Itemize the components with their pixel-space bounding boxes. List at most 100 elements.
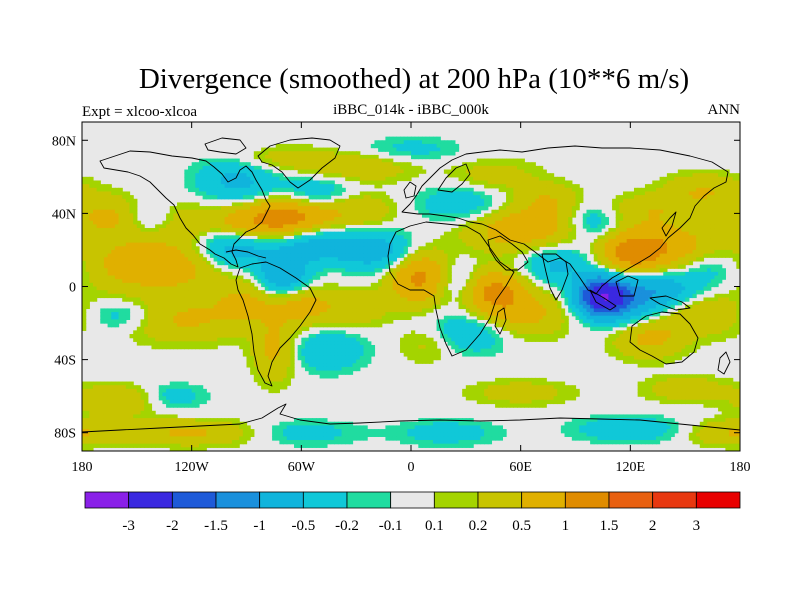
field-cell bbox=[169, 264, 174, 269]
field-cell bbox=[370, 202, 376, 207]
field-cell bbox=[330, 206, 335, 211]
field-cell bbox=[286, 249, 291, 255]
field-cell bbox=[228, 187, 233, 193]
field-cell bbox=[341, 162, 346, 167]
field-cell bbox=[264, 191, 270, 196]
field-cell bbox=[538, 206, 544, 211]
field-cell bbox=[136, 279, 142, 284]
field-cell bbox=[396, 235, 401, 240]
field-cell bbox=[703, 279, 708, 284]
field-cell bbox=[432, 253, 438, 258]
field-cell bbox=[209, 176, 215, 182]
field-cell bbox=[560, 224, 566, 229]
field-cell bbox=[641, 198, 646, 204]
field-cell bbox=[345, 253, 350, 258]
field-cell bbox=[480, 253, 485, 258]
field-cell bbox=[206, 220, 211, 225]
field-cell bbox=[374, 173, 379, 178]
field-cell bbox=[535, 184, 540, 189]
field-cell bbox=[279, 264, 284, 269]
field-cell bbox=[184, 238, 189, 244]
field-cell bbox=[334, 198, 339, 204]
field-cell bbox=[89, 231, 94, 236]
field-cell bbox=[575, 249, 580, 255]
field-cell bbox=[264, 242, 270, 247]
field-cell bbox=[242, 231, 248, 236]
field-cell bbox=[421, 191, 427, 196]
field-cell bbox=[356, 154, 361, 160]
field-cell bbox=[586, 264, 591, 269]
field-cell bbox=[670, 260, 675, 266]
field-cell bbox=[524, 209, 529, 214]
field-cell bbox=[177, 224, 182, 229]
field-cell bbox=[272, 260, 277, 266]
field-cell bbox=[242, 165, 248, 171]
field-cell bbox=[458, 173, 463, 178]
field-cell bbox=[337, 231, 343, 236]
field-cell bbox=[473, 165, 478, 171]
field-cell bbox=[100, 202, 105, 207]
field-cell bbox=[703, 198, 708, 204]
field-cell bbox=[487, 184, 493, 189]
field-cell bbox=[319, 260, 324, 266]
field-cell bbox=[688, 271, 694, 277]
field-cell bbox=[103, 246, 109, 251]
field-cell bbox=[359, 253, 365, 258]
field-cell bbox=[666, 191, 672, 196]
field-cell bbox=[681, 217, 686, 222]
field-cell bbox=[89, 224, 94, 229]
field-cell bbox=[312, 271, 317, 277]
field-cell bbox=[736, 198, 740, 204]
field-cell bbox=[458, 206, 463, 211]
field-cell bbox=[297, 246, 302, 251]
field-cell bbox=[414, 198, 419, 204]
field-cell bbox=[330, 242, 335, 247]
field-cell bbox=[476, 260, 482, 266]
field-cell bbox=[96, 209, 101, 214]
field-cell bbox=[538, 224, 544, 229]
field-cell bbox=[535, 264, 540, 269]
field-cell bbox=[469, 238, 474, 244]
field-cell bbox=[122, 206, 127, 211]
field-cell bbox=[538, 217, 544, 222]
field-cell bbox=[513, 271, 518, 277]
field-cell bbox=[319, 151, 324, 156]
field-cell bbox=[484, 238, 489, 244]
field-cell bbox=[396, 143, 401, 149]
field-cell bbox=[677, 242, 683, 247]
field-cell bbox=[473, 180, 478, 185]
field-cell bbox=[378, 264, 383, 269]
field-cell bbox=[169, 257, 174, 262]
field-cell bbox=[546, 191, 551, 196]
field-cell bbox=[341, 271, 346, 277]
field-cell bbox=[103, 257, 109, 262]
field-cell bbox=[655, 264, 661, 269]
field-cell bbox=[721, 191, 726, 196]
field-cell bbox=[396, 136, 401, 141]
field-cell bbox=[659, 242, 664, 247]
field-cell bbox=[495, 275, 500, 280]
field-cell bbox=[553, 282, 558, 288]
field-cell bbox=[118, 286, 123, 291]
field-cell bbox=[202, 180, 207, 185]
field-cell bbox=[403, 268, 408, 273]
field-cell bbox=[151, 231, 156, 236]
field-cell bbox=[473, 209, 478, 214]
field-cell bbox=[641, 264, 646, 269]
field-cell bbox=[553, 228, 558, 233]
field-cell bbox=[228, 228, 233, 233]
field-cell bbox=[615, 213, 620, 218]
field-cell bbox=[206, 249, 211, 255]
field-cell bbox=[279, 176, 284, 182]
field-cell bbox=[268, 235, 273, 240]
field-cell bbox=[502, 246, 507, 251]
field-cell bbox=[392, 275, 397, 280]
field-cell bbox=[688, 235, 694, 240]
field-cell bbox=[188, 224, 193, 229]
field-cell bbox=[568, 264, 573, 269]
field-cell bbox=[283, 176, 288, 182]
field-cell bbox=[527, 191, 533, 196]
field-cell bbox=[275, 158, 280, 163]
field-cell bbox=[147, 275, 153, 280]
field-cell bbox=[381, 191, 387, 196]
